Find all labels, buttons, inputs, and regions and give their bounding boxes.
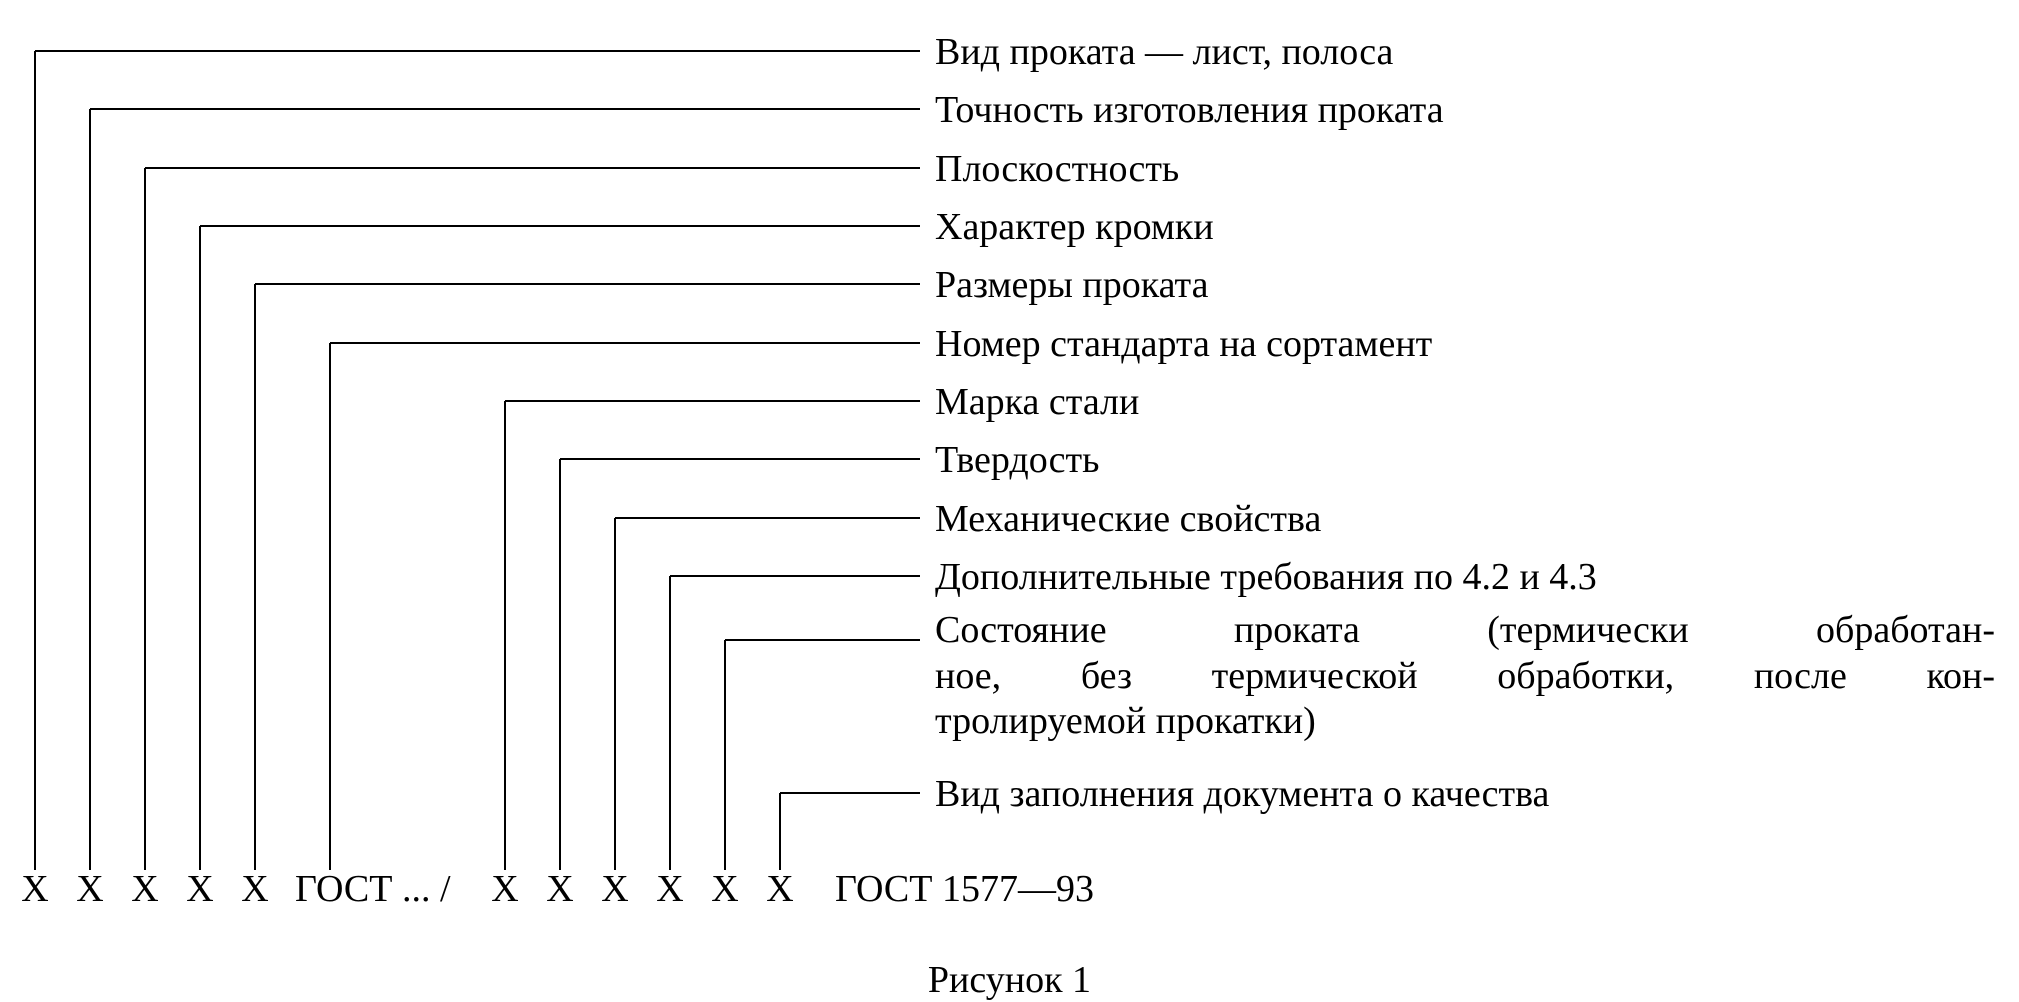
- designation-scheme-diagram: Х Вид проката — лист, полоса Х Точность изг…: [0, 0, 2019, 998]
- slot-item3: Х: [115, 867, 175, 911]
- figure-caption: Рисунок 1: [0, 958, 2019, 1002]
- desc-item1: Вид проката — лист, полоса: [935, 30, 1995, 76]
- slot-item2: Х: [60, 867, 120, 911]
- desc-item3: Плоскостность: [935, 147, 1995, 193]
- slot-item5: Х: [225, 867, 285, 911]
- desc-item11: Состояние проката (термически обработан-…: [935, 608, 1995, 745]
- slot-item7: Х: [475, 867, 535, 911]
- desc-item12: Вид заполнения документа о качества: [935, 772, 1995, 818]
- desc-item6: Номер стандарта на сортамент: [935, 322, 1995, 368]
- desc-item7: Марка стали: [935, 380, 1995, 426]
- slot-item6: ГОСТ ... /: [295, 867, 475, 911]
- slot-item11: Х: [695, 867, 755, 911]
- slot-item8: Х: [530, 867, 590, 911]
- desc-item4: Характер кромки: [935, 205, 1995, 251]
- slot-item4: Х: [170, 867, 230, 911]
- slot-item9: Х: [585, 867, 645, 911]
- desc-item10: Дополнительные требования по 4.2 и 4.3: [935, 555, 1995, 601]
- slot-item1: Х: [5, 867, 65, 911]
- desc-item9: Механические свойства: [935, 497, 1995, 543]
- desc-item5: Размеры проката: [935, 263, 1995, 309]
- desc-item8: Твердость: [935, 438, 1995, 484]
- slot-item10: Х: [640, 867, 700, 911]
- trailing-standard: ГОСТ 1577—93: [835, 867, 1094, 911]
- desc-item2: Точность изготовления проката: [935, 88, 1995, 134]
- slot-item12: Х: [750, 867, 810, 911]
